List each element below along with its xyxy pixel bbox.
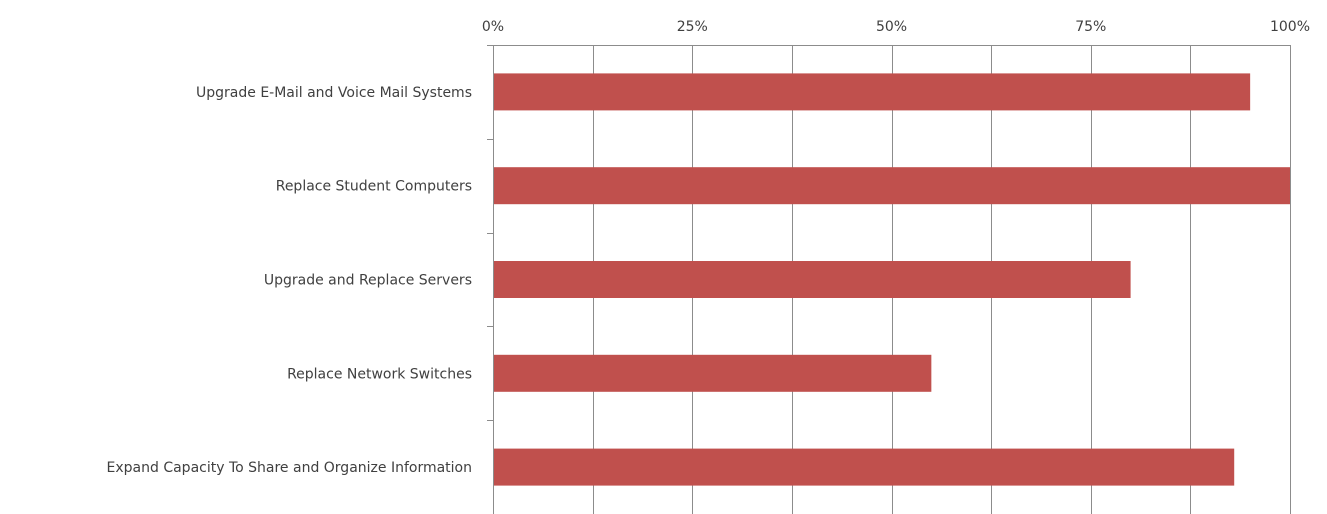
bar — [494, 73, 1251, 111]
bar — [494, 448, 1235, 486]
labels: 0% 25% 50% 75% 100% Upgrade E-Mail and Voice … — [107, 19, 1311, 476]
axes — [487, 45, 1290, 514]
category-label: Upgrade and Replace Servers — [264, 273, 472, 289]
category-label: Upgrade E-Mail and Voice Mail Systems — [196, 85, 472, 101]
bars — [494, 73, 1290, 486]
x-tick-label: 25% — [677, 19, 708, 35]
x-tick-label: 50% — [876, 19, 907, 35]
bar — [494, 261, 1131, 298]
category-label: Replace Network Switches — [287, 366, 472, 382]
category-label: Replace Student Computers — [276, 179, 472, 195]
x-tick-label: 75% — [1075, 19, 1106, 35]
bar — [494, 167, 1290, 205]
x-tick-label: 0% — [482, 19, 504, 35]
bar — [494, 354, 932, 392]
category-label: Expand Capacity To Share and Organize In… — [107, 460, 472, 476]
x-tick-label: 100% — [1270, 19, 1310, 35]
